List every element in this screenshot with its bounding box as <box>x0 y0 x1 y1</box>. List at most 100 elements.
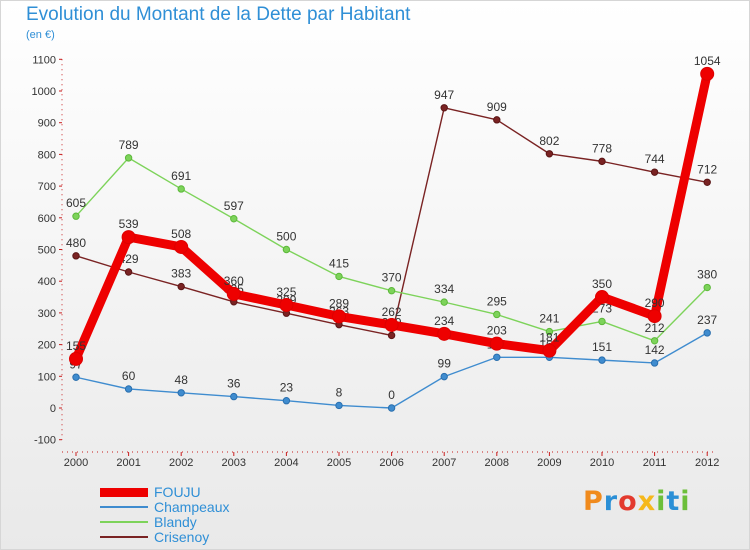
blandy-data-label: 370 <box>382 271 402 285</box>
legend-swatch <box>100 506 148 508</box>
fouju-data-label: 203 <box>487 324 507 338</box>
legend-label: Blandy <box>154 514 197 530</box>
champeaux-data-point <box>493 353 501 361</box>
champeaux-data-point <box>230 392 238 401</box>
crisenoy-data-point <box>650 168 659 176</box>
x-tick-label: 2005 <box>327 457 351 469</box>
y-tick-label: 300 <box>38 308 56 320</box>
champeaux-data-label: 142 <box>645 343 665 357</box>
y-tick-label: 900 <box>38 118 56 130</box>
crisenoy-data-label: 909 <box>487 100 507 114</box>
blandy-data-point <box>493 310 501 319</box>
blandy-data-label: 380 <box>697 268 717 282</box>
logo-letter: r <box>603 486 619 517</box>
y-tick-label: 1100 <box>32 54 56 66</box>
champeaux-data-point <box>440 372 448 381</box>
chart-title: Evolution du Montant de la Dette par Hab… <box>26 4 411 25</box>
crisenoy-data-point <box>440 104 448 112</box>
y-tick-label: 600 <box>38 213 56 225</box>
crisenoy-data-label: 383 <box>171 267 191 281</box>
y-tick-label: 500 <box>38 245 56 257</box>
crisenoy-data-label: 778 <box>592 141 612 155</box>
legend-label: FOUJU <box>154 484 201 500</box>
blandy-data-label: 500 <box>276 230 296 244</box>
x-tick-label: 2008 <box>485 457 509 469</box>
logo-letter: i <box>680 486 691 517</box>
fouju-data-label: 234 <box>434 314 454 328</box>
fouju-data-point <box>384 317 399 332</box>
blandy-data-label: 605 <box>66 196 86 210</box>
x-tick-label: 2000 <box>64 457 88 469</box>
fouju-data-label: 360 <box>224 274 244 288</box>
y-tick-label: 800 <box>38 149 56 161</box>
y-tick-label: 200 <box>38 340 56 352</box>
fouju-data-label: 325 <box>276 285 296 299</box>
champeaux-data-label: 0 <box>388 388 395 402</box>
champeaux-data-label: 237 <box>697 313 717 327</box>
blandy-data-label: 212 <box>645 321 665 335</box>
blandy-data-point <box>335 272 343 281</box>
fouju-data-label: 350 <box>592 277 612 291</box>
crisenoy-data-point <box>598 157 606 166</box>
champeaux-data-point <box>703 329 711 337</box>
legend-label: Champeaux <box>154 499 230 515</box>
x-tick-label: 2011 <box>643 457 667 469</box>
x-tick-label: 2012 <box>695 457 719 469</box>
fouju-data-point <box>69 351 83 366</box>
blandy-data-point <box>703 283 711 292</box>
champeaux-data-label: 36 <box>227 377 241 391</box>
proxiti-logo: Proxiti <box>583 486 691 517</box>
line-chart: -100010020030040050060070080090010001100… <box>32 54 721 469</box>
champeaux-data-point <box>282 397 291 405</box>
x-tick-label: 2004 <box>274 457 298 469</box>
champeaux-data-point <box>124 385 133 393</box>
crisenoy-data-point <box>387 331 396 340</box>
crisenoy-data-label: 480 <box>66 236 86 250</box>
fouju-data-point <box>226 286 241 301</box>
fouju-data-point <box>437 326 452 341</box>
champeaux-data-label: 48 <box>175 373 189 387</box>
crisenoy-data-point <box>703 178 711 186</box>
blandy-data-point <box>598 317 606 326</box>
fouju-data-label: 181 <box>539 331 559 345</box>
y-tick-label: 700 <box>38 181 56 193</box>
x-tick-label: 2001 <box>116 457 140 469</box>
fouju-data-label: 1054 <box>694 54 721 68</box>
chart-subtitle: (en €) <box>26 29 55 41</box>
blandy-data-label: 789 <box>119 138 139 152</box>
blandy-data-point <box>440 298 448 306</box>
logo-letter: x <box>637 486 657 517</box>
blandy-data-point <box>177 185 185 193</box>
crisenoy-data-point <box>72 252 80 260</box>
fouju-data-point <box>647 309 662 324</box>
blandy-data-point <box>72 212 80 220</box>
y-tick-label: -100 <box>34 435 56 447</box>
crisenoy-data-label: 712 <box>697 162 717 176</box>
blandy-data-label: 597 <box>224 199 244 213</box>
blandy-data-point <box>124 154 133 162</box>
champeaux-data-point <box>72 373 80 381</box>
x-tick-label: 2007 <box>432 457 456 469</box>
blandy-data-label: 241 <box>539 312 559 326</box>
champeaux-data-label: 8 <box>336 385 343 399</box>
fouju-data-label: 290 <box>645 296 665 310</box>
y-tick-label: 100 <box>38 371 56 383</box>
champeaux-data-label: 23 <box>280 381 294 395</box>
champeaux-data-label: 99 <box>438 357 452 371</box>
blandy-data-label: 295 <box>487 294 507 308</box>
y-tick-label: 0 <box>50 403 56 415</box>
fouju-data-label: 289 <box>329 296 349 310</box>
fouju-data-label: 539 <box>119 217 139 231</box>
blandy-data-point <box>650 337 659 345</box>
blandy-data-point <box>545 327 554 336</box>
crisenoy-data-label: 802 <box>539 134 559 148</box>
crisenoy-data-label: 744 <box>645 152 665 166</box>
blandy-data-label: 691 <box>171 169 191 183</box>
blandy-data-point <box>387 287 396 295</box>
x-tick-label: 2006 <box>379 457 403 469</box>
fouju-data-point <box>489 336 504 351</box>
crisenoy-data-point <box>545 150 554 158</box>
blandy-data-label: 334 <box>434 282 454 296</box>
logo-letter: o <box>618 486 638 517</box>
